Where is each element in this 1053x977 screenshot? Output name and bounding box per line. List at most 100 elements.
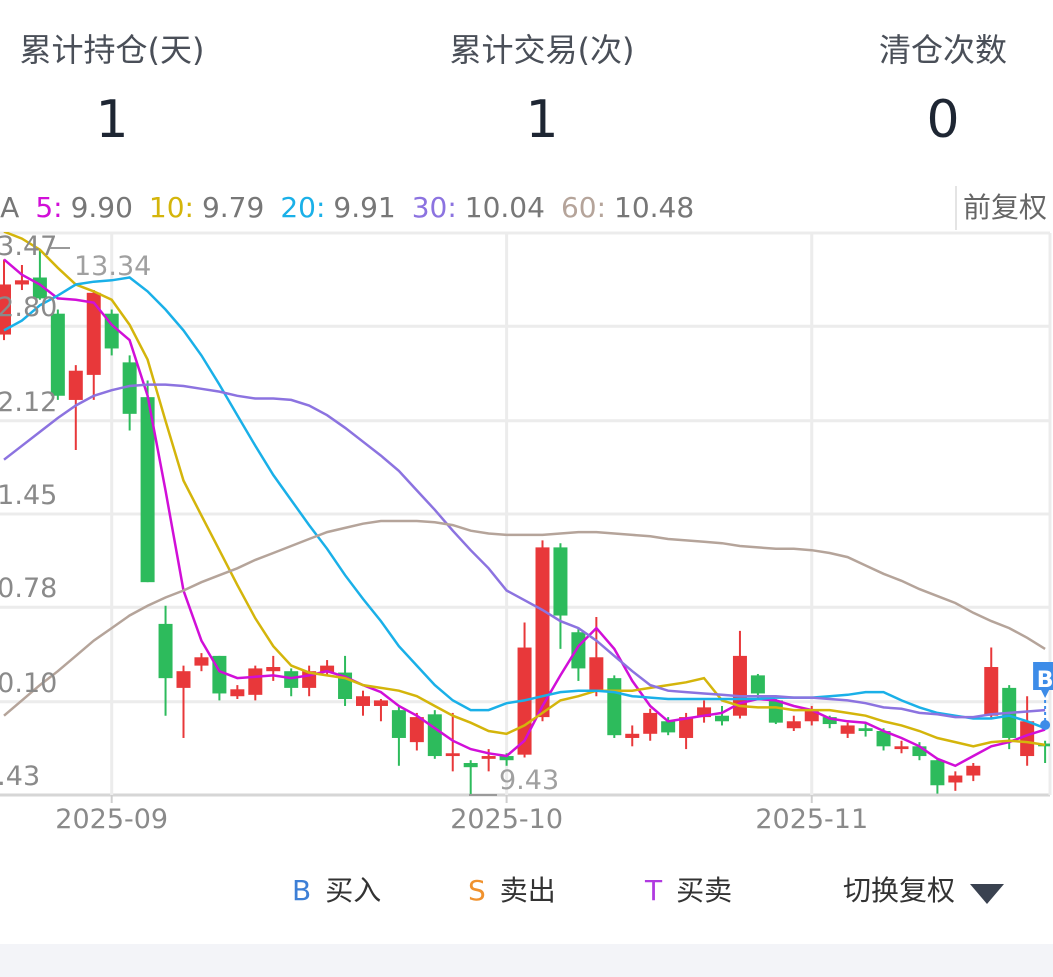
candle-body (14, 280, 29, 285)
trade-dot (1040, 720, 1051, 730)
candle-body (912, 746, 927, 757)
candle-body (732, 655, 747, 716)
legend-item: S 卖出 (468, 868, 556, 914)
candle-body (840, 725, 855, 734)
legend-text: 买入 (325, 874, 382, 907)
ma-line (3, 383, 1046, 719)
stat-label: 累计持仓(天) (19, 31, 205, 69)
candle-body (786, 721, 801, 729)
candle-body (427, 714, 442, 757)
candle-body (266, 667, 281, 672)
ma-item: 30: 10.04 (412, 188, 545, 228)
x-tick-label: 2025-11 (755, 804, 868, 835)
candle-body (589, 657, 604, 691)
candle-body (158, 623, 173, 679)
stat-value: 0 (926, 90, 960, 150)
candle-body (122, 362, 137, 414)
candle-body (625, 733, 640, 738)
y-tick-label: 10.10 (0, 668, 57, 699)
candle-body (697, 707, 712, 718)
candle-body (966, 765, 981, 776)
ma-line (3, 519, 1046, 717)
candle-body (643, 712, 658, 734)
x-tick-label: 2025-09 (55, 804, 168, 835)
candle-body (822, 717, 837, 725)
switch-label: 切换复权 (843, 874, 956, 907)
candle-body (553, 547, 568, 616)
candle-body (0, 284, 11, 335)
bottom-band (0, 944, 1053, 977)
candle-body (679, 717, 694, 738)
ma-value: 9.79 (201, 191, 265, 224)
stat: 累计交易(次) 1 (392, 28, 692, 150)
candle-body (194, 657, 209, 666)
candle-body (68, 370, 83, 400)
ma-line (3, 232, 1046, 748)
ma-key: 20: (280, 191, 326, 224)
stat: 累计持仓(天) 1 (0, 28, 262, 150)
candle-body (320, 665, 335, 673)
candle-body (984, 667, 999, 716)
stat: 清仓次数 0 (793, 28, 1053, 150)
candle-body (948, 775, 963, 783)
stat-label: 清仓次数 (878, 31, 1007, 69)
stat-value: 1 (525, 90, 559, 150)
candle-body (804, 710, 819, 722)
candle-body (876, 731, 891, 747)
ma-line (3, 258, 1046, 768)
legend-key: S (468, 874, 486, 907)
ma-key: 10: (148, 191, 194, 224)
stat-label: 累计交易(次) (449, 31, 635, 69)
candle-body (571, 632, 586, 669)
stat-value: 1 (95, 90, 129, 150)
candle-body (858, 728, 873, 732)
candle-body (284, 671, 299, 688)
candle-body (176, 671, 191, 688)
y-tick-label: 11.45 (0, 480, 57, 511)
kline-chart: 13.47 12.80 12.12 11.45 10.78 10.10 9.43 2025-0… (0, 231, 1053, 835)
x-tick-label: 2025-10 (450, 804, 563, 835)
candle-body (661, 721, 676, 733)
ma-item: 5: 9.90 (35, 188, 133, 228)
candle-body (607, 678, 622, 736)
legend-key: T (645, 874, 663, 907)
ma-value: 10.48 (614, 191, 695, 224)
bottom-legend: B 买入 S 卖出 T 买卖 (0, 868, 1053, 914)
candle-body (230, 689, 245, 697)
low-marker: 9.43 (499, 765, 559, 796)
candle-body (499, 756, 514, 761)
y-tick-label: 9.43 (0, 761, 40, 792)
y-tick-label: 13.47 (0, 231, 57, 262)
adjust-button[interactable]: 前复权 (955, 186, 1053, 230)
ma-legend: MA 5:9.90 10:9.79 20:9.91 30:10.04 60:10.48 (0, 188, 694, 228)
ma-key: 5: (35, 191, 63, 224)
candle-body (481, 756, 496, 759)
candle-body (768, 700, 783, 723)
candle-body (356, 696, 370, 706)
candle-body (86, 292, 101, 375)
legend-item: T 买卖 (645, 868, 732, 914)
ma-key: 30: (411, 191, 457, 224)
ma-prefix: MA (0, 191, 20, 224)
ma-item: 20: 9.91 (280, 188, 395, 228)
ma-item: 60: 10.48 (561, 188, 694, 228)
dropdown-arrow (969, 884, 1004, 904)
candle-body (1020, 721, 1035, 757)
candle-body (140, 397, 155, 583)
legend-text: 卖出 (499, 874, 556, 907)
ma-item: 10: 9.79 (149, 188, 264, 228)
candle-body (50, 313, 65, 396)
trade-label: B (1037, 668, 1053, 693)
candle-body (463, 763, 478, 768)
switch-button[interactable]: 切换复权 (843, 868, 1004, 914)
candle-body (445, 753, 460, 757)
candle-body (373, 700, 388, 706)
candle-body (535, 547, 550, 718)
y-tick-label: 10.78 (0, 573, 57, 604)
candle-body (750, 675, 765, 694)
ma-value: 9.91 (333, 191, 396, 224)
high-marker: 13.34 (74, 251, 151, 282)
candle-body (248, 668, 263, 695)
candle-body (894, 746, 909, 750)
